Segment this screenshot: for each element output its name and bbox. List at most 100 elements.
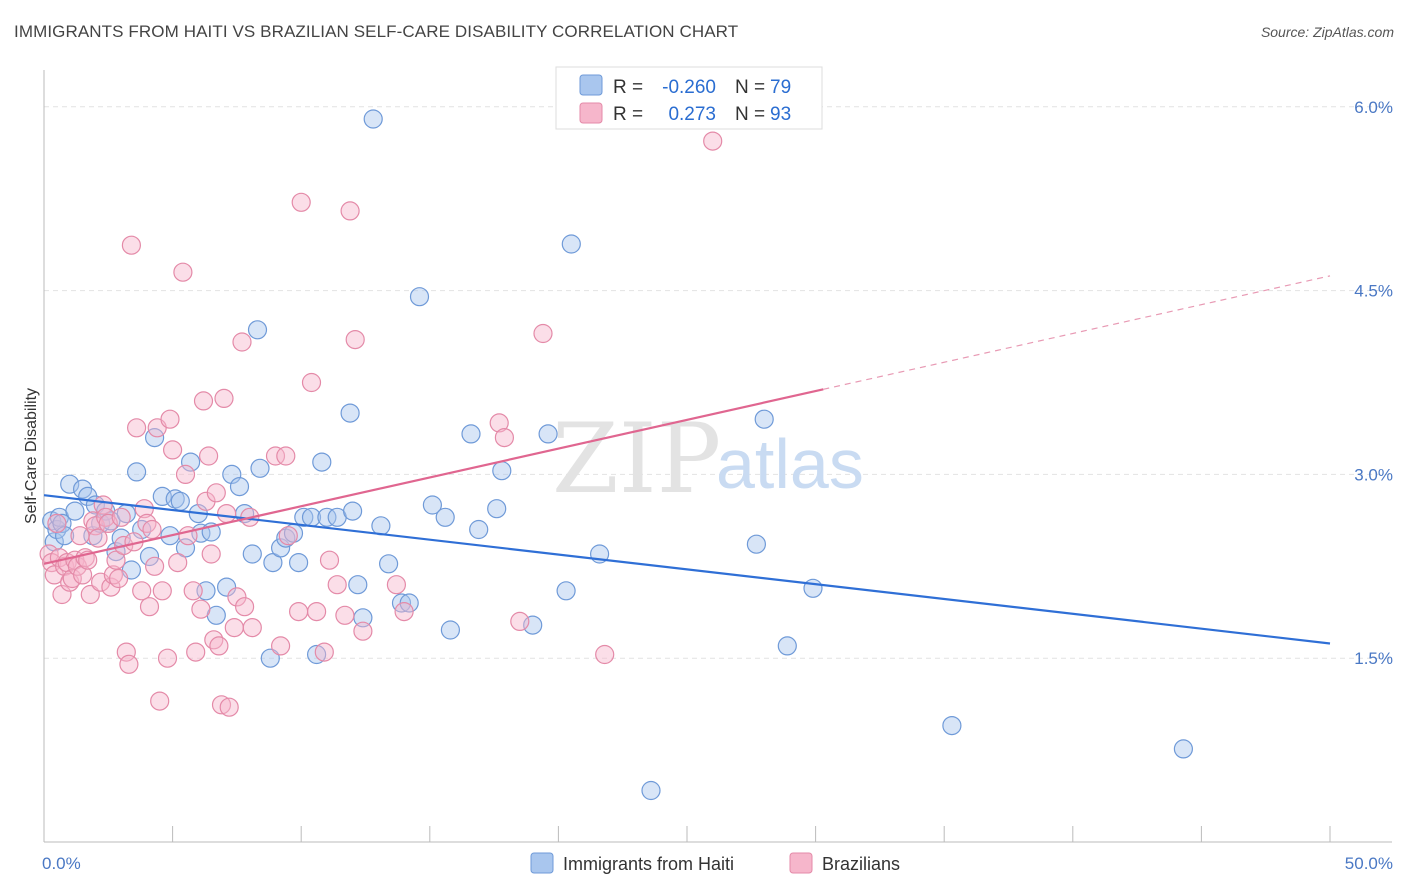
- data-point: [181, 452, 201, 472]
- data-point: [278, 526, 298, 546]
- data-point: [163, 440, 183, 460]
- legend-r-label: R =: [613, 104, 643, 125]
- data-point: [319, 550, 340, 570]
- legend-row-haiti: R = -0.260 N = 79: [579, 74, 791, 98]
- data-point: [145, 556, 165, 576]
- data-point: [127, 462, 147, 482]
- data-point: [754, 409, 774, 429]
- data-point: [703, 131, 723, 151]
- trend-line-brazilians: [43, 388, 824, 565]
- data-point: [494, 428, 514, 448]
- chart-source: Source: ZipAtlas.com: [1260, 24, 1394, 40]
- bottom-legend-item-haiti[interactable]: Immigrants from Haiti: [530, 852, 734, 874]
- data-point: [561, 234, 581, 254]
- bottom-legend-swatch-brazilians: [789, 852, 813, 874]
- data-point: [224, 617, 244, 638]
- data-point: [165, 489, 185, 509]
- bottom-legend-label-brazilians: Brazilians: [822, 854, 900, 874]
- series-haiti: [42, 109, 1194, 801]
- data-point: [1173, 739, 1194, 759]
- legend-n-label: N =: [735, 77, 765, 98]
- legend-r-value: -0.260: [662, 77, 716, 98]
- data-point: [183, 581, 203, 601]
- data-point: [206, 483, 226, 503]
- data-point: [222, 464, 242, 484]
- data-point: [345, 330, 365, 350]
- watermark-atlas: atlas: [716, 425, 864, 503]
- data-point: [157, 648, 178, 668]
- data-point: [289, 552, 309, 573]
- data-point: [746, 534, 767, 554]
- watermark: ZIP atlas: [552, 403, 864, 515]
- data-point: [201, 544, 221, 564]
- data-point: [219, 697, 239, 717]
- data-point: [139, 546, 160, 567]
- gridlines: [44, 106, 1392, 659]
- legend-swatch-haiti: [579, 74, 603, 96]
- legend-r-label: R =: [613, 77, 643, 98]
- data-point: [469, 519, 489, 540]
- data-points: [39, 109, 1194, 801]
- data-point: [119, 654, 139, 674]
- data-point: [271, 538, 291, 558]
- data-point: [777, 636, 797, 656]
- y-tick-label: 3.0%: [1354, 465, 1393, 484]
- data-point: [160, 409, 180, 429]
- data-point: [186, 642, 206, 662]
- y-axis-label: Self-Care Disability: [23, 388, 40, 524]
- data-point: [461, 424, 481, 444]
- y-tick-label: 4.5%: [1354, 282, 1393, 301]
- data-point: [340, 403, 360, 423]
- data-point: [217, 503, 237, 524]
- data-point: [242, 617, 262, 638]
- data-point: [307, 644, 327, 665]
- data-point: [538, 424, 558, 444]
- data-point: [88, 528, 108, 548]
- data-point: [533, 323, 553, 344]
- data-point: [260, 648, 280, 668]
- data-point: [489, 413, 509, 433]
- bottom-legend-swatch-haiti: [530, 852, 554, 874]
- data-point: [317, 507, 337, 527]
- legend-n-label: N =: [735, 104, 765, 125]
- data-point: [340, 201, 360, 221]
- data-point: [62, 568, 82, 589]
- data-point: [217, 577, 237, 597]
- data-point: [80, 584, 100, 605]
- data-point: [276, 446, 296, 466]
- data-point: [235, 597, 255, 617]
- data-point: [301, 372, 322, 393]
- legend-n-value: 93: [770, 104, 791, 125]
- data-point: [229, 477, 250, 497]
- data-point: [227, 587, 247, 607]
- y-tick-label: 1.5%: [1354, 649, 1393, 668]
- y-tick-label: 6.0%: [1354, 98, 1393, 117]
- data-point: [47, 519, 67, 540]
- data-point: [371, 516, 391, 536]
- legend-row-brazilians: R = 0.273 N = 93: [579, 102, 791, 125]
- data-point: [204, 630, 224, 650]
- axes: [43, 70, 1392, 843]
- data-point: [47, 513, 67, 534]
- data-point: [379, 554, 399, 574]
- data-point: [289, 601, 309, 622]
- data-point: [595, 644, 615, 665]
- data-point: [247, 320, 268, 340]
- trend-line-extension: [823, 275, 1331, 390]
- data-point: [65, 501, 85, 521]
- data-point: [242, 544, 262, 564]
- trend-lines: [43, 275, 1331, 645]
- bottom-legend-item-brazilians[interactable]: Brazilians: [789, 852, 900, 874]
- data-point: [116, 642, 136, 662]
- data-point: [556, 581, 576, 601]
- data-point: [173, 262, 193, 282]
- data-point: [168, 552, 188, 573]
- data-point: [353, 621, 373, 641]
- data-point: [142, 519, 162, 540]
- data-point: [510, 611, 530, 632]
- data-point: [294, 507, 314, 527]
- data-point: [641, 780, 661, 801]
- legend-swatch-brazilians: [579, 102, 603, 124]
- data-point: [52, 513, 72, 534]
